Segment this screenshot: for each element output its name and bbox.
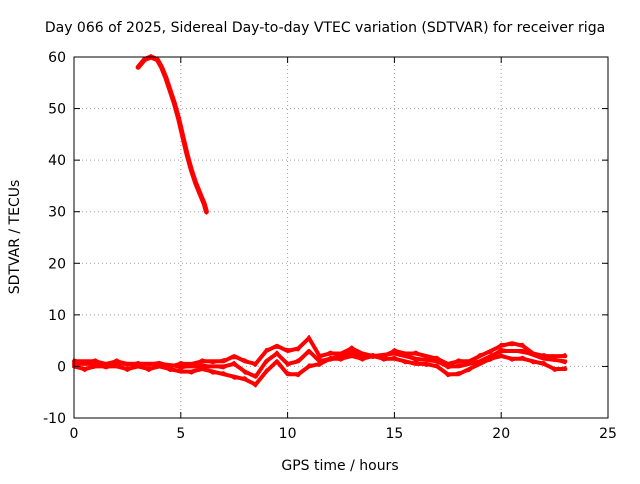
y-tick-label: 50 <box>48 102 66 118</box>
y-tick-label: 40 <box>48 153 66 169</box>
series-group <box>72 54 568 388</box>
x-tick-label: 25 <box>599 426 617 442</box>
y-tick-label: 0 <box>57 359 66 375</box>
y-tick-label: 20 <box>48 256 66 272</box>
y-axis-label: SDTVAR / TECUs <box>7 180 23 295</box>
chart-title: Day 066 of 2025, Sidereal Day-to-day VTE… <box>45 20 605 36</box>
plot-border <box>73 56 609 419</box>
x-axis-label: GPS time / hours <box>281 458 398 474</box>
y-tick-label: 30 <box>48 205 66 221</box>
y-tick-label: 60 <box>48 50 66 66</box>
x-tick-label: 15 <box>385 426 403 442</box>
series-line-noise <box>137 54 208 215</box>
x-tick-label: 20 <box>492 426 510 442</box>
y-tick-label: 10 <box>48 308 66 324</box>
x-tick-label: 0 <box>70 426 79 442</box>
y-tick-label: -10 <box>43 411 66 427</box>
x-tick-label: 5 <box>176 426 185 442</box>
series-line-noise <box>73 348 567 376</box>
x-tick-label: 10 <box>279 426 297 442</box>
